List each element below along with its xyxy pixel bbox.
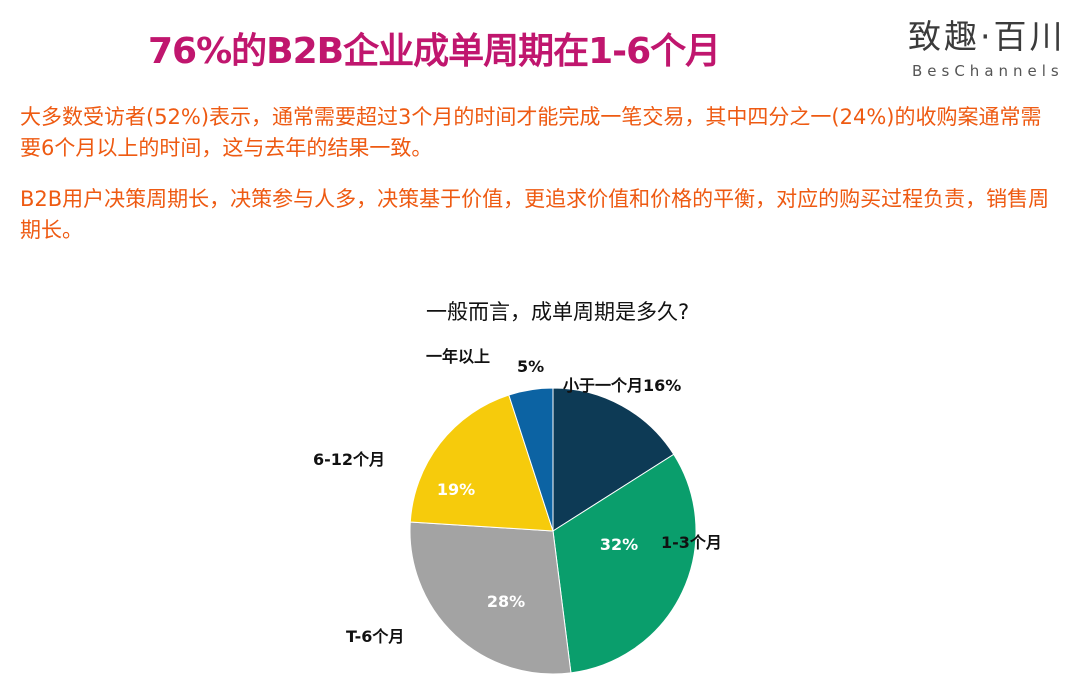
pie-slice-1 [552,387,675,532]
slice-label-1: 小于一个月16% [563,376,681,395]
page-title: 76%的B2B企业成单周期在1-6个月 [148,31,721,72]
slice-label-4: 6-12个月 [313,450,385,469]
pie-slice-4 [409,394,554,532]
slice-label-5: 一年以上 [426,347,490,366]
pie-slice-2 [552,453,697,674]
slice-value-4: 19% [437,480,475,499]
chart-title: 一般而言，成单周期是多久? [426,300,690,324]
brand-logo-text: 致趣·百川 [908,17,1066,56]
slice-value-2: 32% [600,535,638,554]
slice-label-3: T-6个月 [346,627,404,646]
summary-paragraph: 大多数受访者(52%)表示，通常需要超过3个月的时间才能完成一笔交易，其中四分之… [20,105,1042,160]
pie-slice-3 [409,521,572,675]
slice-label-2: 1-3个月 [661,533,722,552]
pie-slice-5 [508,387,554,532]
slice-value-3: 28% [487,592,525,611]
brand-logo-subtext: BesChannels [912,62,1064,80]
slice-value-5: 5% [517,357,544,376]
insight-paragraph: B2B用户决策周期长，决策参与人多，决策基于价值，更追求价值和价格的平衡，对应的… [20,187,1050,242]
